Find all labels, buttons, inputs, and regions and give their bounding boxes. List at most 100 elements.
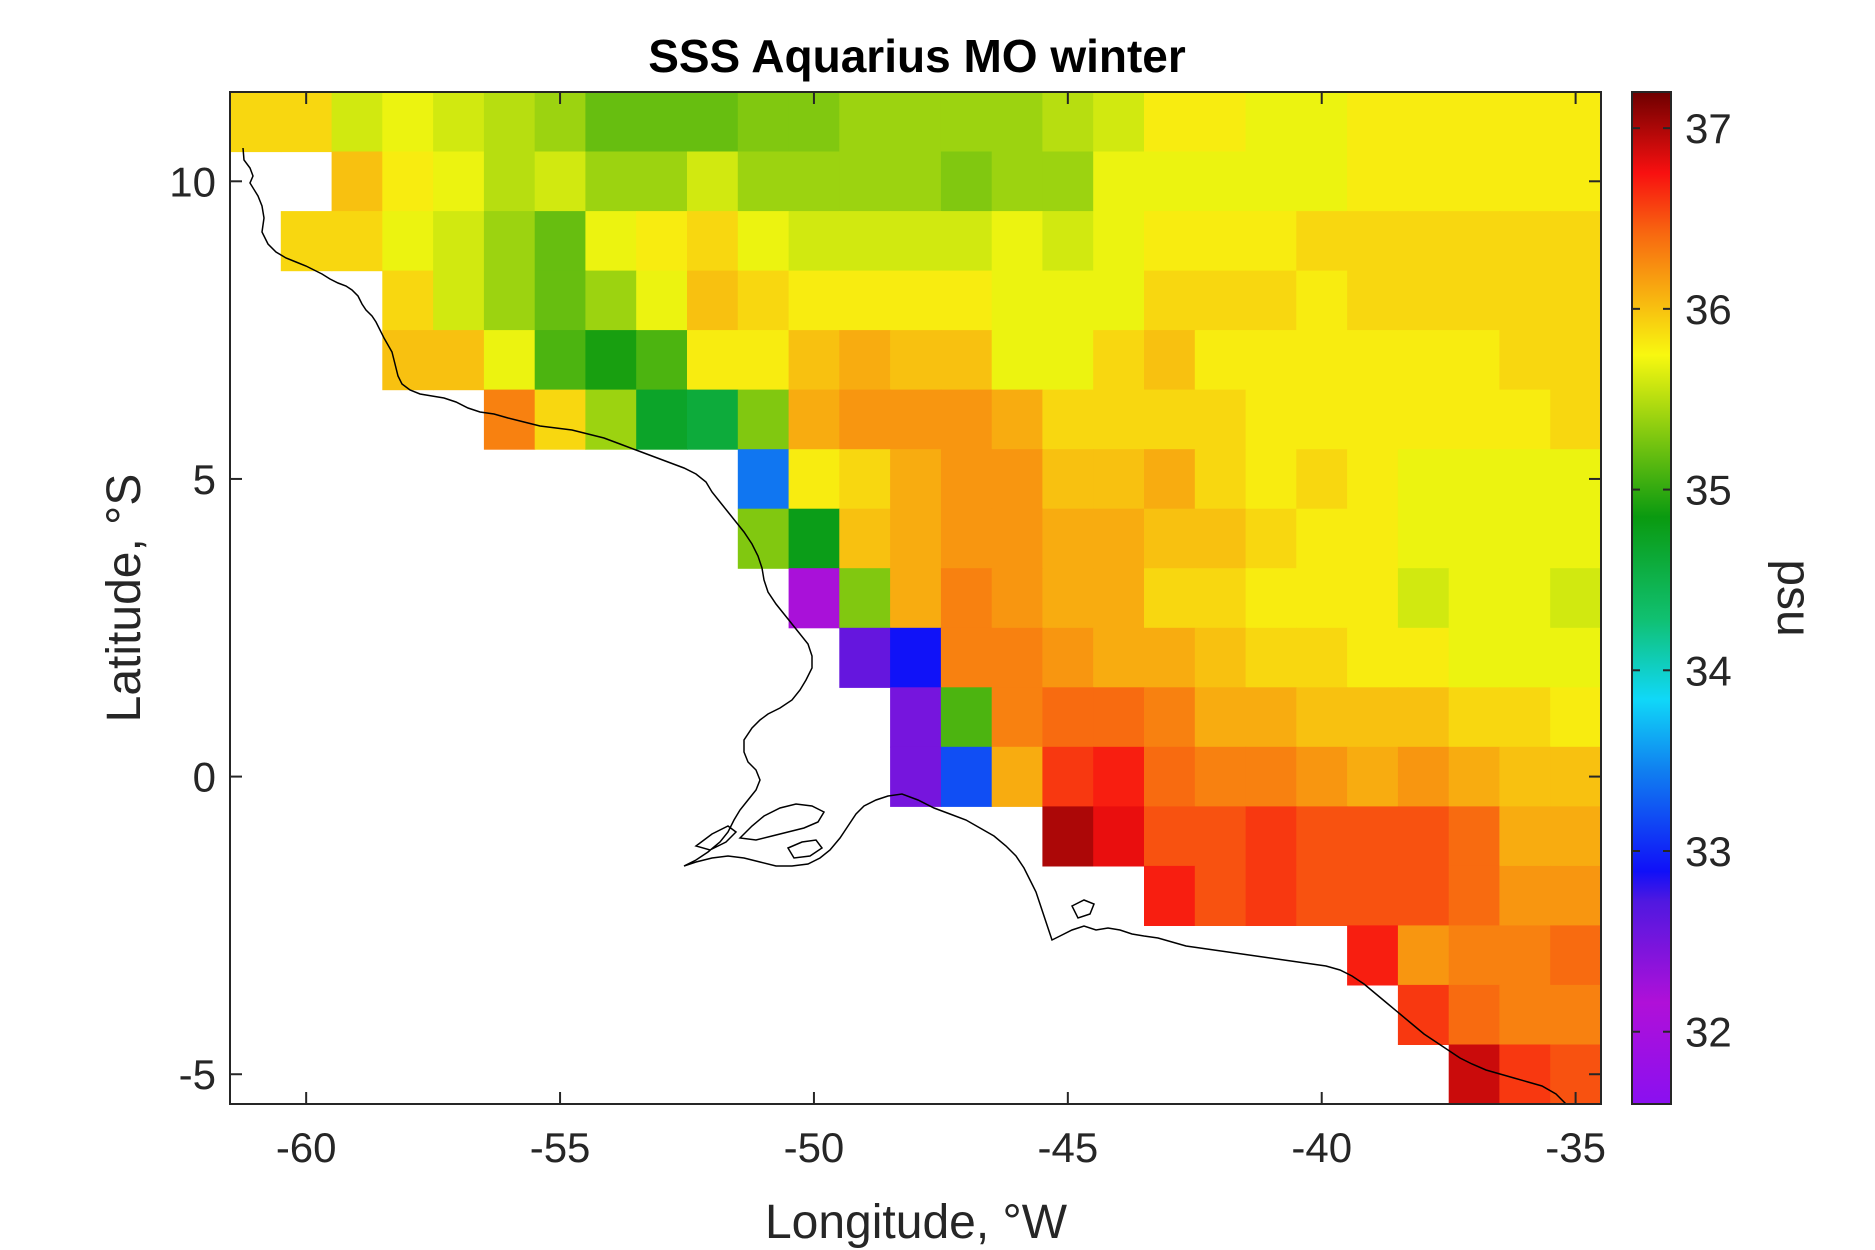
salinity-cell — [331, 151, 383, 212]
salinity-cell — [1550, 806, 1602, 867]
salinity-cell — [636, 151, 688, 212]
salinity-cell — [1042, 270, 1094, 331]
salinity-cell — [1448, 151, 1501, 212]
salinity-cell — [737, 330, 790, 391]
salinity-cell — [940, 508, 993, 569]
salinity-cell — [534, 211, 587, 272]
x-tick-label: -35 — [1545, 1124, 1606, 1171]
salinity-cell — [788, 568, 840, 629]
salinity-cell — [839, 330, 891, 391]
salinity-cell — [636, 211, 688, 272]
salinity-cell — [1499, 925, 1551, 986]
salinity-cell — [1550, 508, 1602, 569]
salinity-cell — [1499, 746, 1551, 807]
salinity-cell — [1245, 449, 1297, 510]
salinity-cell — [1499, 449, 1551, 510]
salinity-cell — [1397, 984, 1450, 1045]
salinity-cell — [839, 508, 891, 569]
salinity-cell — [1296, 568, 1348, 629]
salinity-cell — [737, 508, 790, 569]
salinity-cell — [1347, 568, 1399, 629]
salinity-cell — [331, 211, 383, 272]
salinity-cell — [433, 151, 485, 212]
salinity-cell — [1397, 806, 1450, 867]
salinity-cell — [1499, 568, 1551, 629]
salinity-cell — [1448, 627, 1501, 688]
salinity-cell — [890, 330, 942, 391]
salinity-cell — [1194, 211, 1247, 272]
salinity-cell — [1093, 211, 1145, 272]
salinity-cell — [1194, 806, 1247, 867]
salinity-cell — [382, 151, 434, 212]
salinity-cell — [1448, 687, 1501, 748]
axes-box — [229, 91, 1602, 1105]
salinity-cell — [1499, 330, 1551, 391]
salinity-cell — [382, 270, 434, 331]
chart-title: SSS Aquarius MO winter — [648, 30, 1186, 82]
salinity-cell — [1448, 270, 1501, 331]
salinity-cell — [1397, 925, 1450, 986]
salinity-cell — [1194, 151, 1247, 212]
salinity-cell — [1448, 449, 1501, 510]
x-axis-label: Longitude, °W — [765, 1196, 1068, 1249]
x-tick-label: -45 — [1037, 1124, 1098, 1171]
salinity-cell — [788, 330, 840, 391]
salinity-cell — [534, 389, 587, 450]
salinity-cell — [1144, 806, 1196, 867]
salinity-cell — [230, 92, 282, 153]
salinity-cell — [890, 687, 942, 748]
salinity-cell — [940, 449, 993, 510]
salinity-cell — [839, 568, 891, 629]
salinity-cell — [1397, 330, 1450, 391]
salinity-cell — [991, 746, 1044, 807]
salinity-cell — [1296, 151, 1348, 212]
salinity-cell — [1550, 984, 1602, 1045]
salinity-cell — [1093, 687, 1145, 748]
salinity-cell — [585, 270, 637, 331]
colorbar-tick-label: 33 — [1685, 828, 1732, 875]
salinity-cell — [1448, 925, 1501, 986]
salinity-cell — [737, 389, 790, 450]
salinity-cell — [1499, 92, 1551, 153]
salinity-cell — [1347, 151, 1399, 212]
salinity-cell — [1296, 627, 1348, 688]
salinity-cell — [1397, 92, 1450, 153]
salinity-cell — [1397, 746, 1450, 807]
salinity-cell — [1448, 92, 1501, 153]
salinity-cell — [1144, 568, 1196, 629]
salinity-cell — [1448, 984, 1501, 1045]
salinity-cell — [1397, 211, 1450, 272]
salinity-cell — [1042, 330, 1094, 391]
salinity-cell — [737, 270, 790, 331]
salinity-cell — [433, 330, 485, 391]
salinity-cell — [1194, 508, 1247, 569]
salinity-cell — [737, 92, 790, 153]
salinity-cell — [1144, 389, 1196, 450]
y-tick-label: 0 — [193, 754, 216, 801]
salinity-cell — [991, 568, 1044, 629]
salinity-cell — [1347, 627, 1399, 688]
salinity-cell — [1347, 211, 1399, 272]
salinity-cell — [991, 449, 1044, 510]
salinity-cell — [890, 92, 942, 153]
salinity-cell — [1144, 211, 1196, 272]
salinity-cell — [1245, 806, 1297, 867]
salinity-cell — [585, 389, 637, 450]
salinity-cell — [1093, 92, 1145, 153]
salinity-cell — [1499, 508, 1551, 569]
salinity-cell — [1397, 508, 1450, 569]
salinity-cell — [788, 211, 840, 272]
coastline — [242, 147, 1567, 1105]
salinity-cell — [483, 330, 536, 391]
salinity-cell — [687, 330, 739, 391]
salinity-cell — [1144, 687, 1196, 748]
salinity-cell — [636, 389, 688, 450]
salinity-cell — [534, 330, 587, 391]
salinity-cell — [433, 270, 485, 331]
salinity-cell — [1245, 211, 1297, 272]
salinity-cell — [1550, 270, 1602, 331]
salinity-cell — [890, 389, 942, 450]
salinity-cell — [1042, 746, 1094, 807]
salinity-cell — [1499, 211, 1551, 272]
colorbar-gradient — [1631, 91, 1672, 1105]
